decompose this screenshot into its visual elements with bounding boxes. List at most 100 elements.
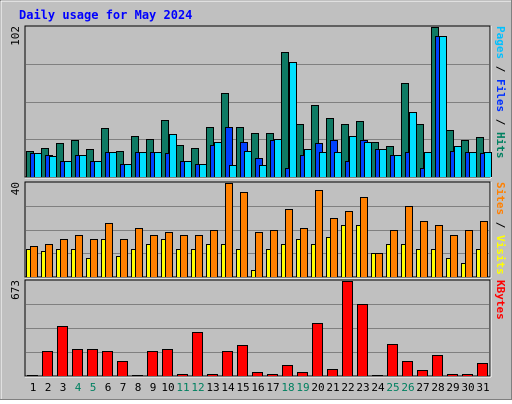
middle-bar-sites (120, 239, 128, 277)
middle-bar-sites (180, 235, 188, 277)
x-tick-label: 20 (311, 381, 324, 394)
top-bar-pages-fill (184, 161, 192, 177)
middle-bar-sites-fill (30, 246, 38, 277)
middle-bar-sites-fill (195, 235, 203, 277)
x-tick-label: 12 (191, 381, 204, 394)
top-bar-pages-fill (289, 62, 297, 177)
bottom-bar-kbytes-fill (72, 349, 83, 376)
bottom-bar-kbytes (357, 304, 368, 376)
top-bar-pages (49, 156, 57, 177)
middle-bar-sites (405, 206, 413, 277)
x-tick-label: 26 (401, 381, 414, 394)
top-bar-pages (319, 152, 327, 177)
top-bar-hits-fill (251, 133, 259, 177)
top-legend-part: / (494, 59, 507, 79)
bottom-bar-kbytes-fill (42, 351, 53, 376)
top-bar-pages-fill (34, 153, 42, 177)
bottom-bar-kbytes (117, 361, 128, 376)
top-bar-pages (469, 152, 477, 177)
middle-bar-sites (480, 221, 488, 277)
x-tick-label: 22 (341, 381, 354, 394)
top-bar-pages-fill (454, 146, 462, 177)
bottom-bar-kbytes (252, 372, 263, 376)
top-bar-pages (409, 112, 417, 177)
top-bar-pages-fill (304, 149, 312, 177)
x-tick-label: 24 (371, 381, 385, 394)
x-tick-label: 27 (416, 381, 429, 394)
top-bar-pages (184, 161, 192, 177)
middle-bar-sites (330, 218, 338, 277)
bottom-bar-kbytes (222, 351, 233, 376)
x-tick-label: 23 (356, 381, 369, 394)
middle-ymax-label: 40 (9, 182, 22, 195)
middle-bar-sites (240, 192, 248, 277)
bottom-bar-kbytes (432, 355, 443, 376)
bottom-bar-kbytes-fill (147, 351, 158, 376)
x-tick-label: 3 (60, 381, 67, 394)
middle-bar-sites-fill (345, 211, 353, 277)
middle-bar-sites-fill (225, 183, 233, 277)
middle-bar-sites-fill (390, 230, 398, 277)
bottom-bar-kbytes-fill (57, 326, 68, 376)
bottom-bar-kbytes-fill (252, 372, 263, 376)
top-bar-pages-fill (439, 36, 447, 177)
top-bar-pages (34, 153, 42, 177)
top-bar-pages (484, 152, 492, 177)
bottom-bar-kbytes (327, 369, 338, 376)
middle-bar-sites (30, 246, 38, 277)
top-bar-pages-fill (394, 155, 402, 177)
middle-bar-sites-fill (465, 230, 473, 277)
top-bar-pages (139, 152, 147, 177)
top-bar-pages (349, 136, 357, 177)
bottom-bar-kbytes (312, 323, 323, 376)
bottom-bar-kbytes (372, 375, 383, 376)
top-bar-hits-fill (281, 52, 289, 177)
middle-bar-sites-fill (435, 225, 443, 277)
middle-legend-label: Sites / Visits (494, 182, 507, 275)
top-legend-part: Hits (494, 132, 507, 159)
bottom-bar-kbytes-fill (387, 344, 398, 376)
top-bar-pages-fill (469, 152, 477, 177)
middle-bar-sites-fill (330, 218, 338, 277)
middle-legend-part: Sites (494, 182, 507, 215)
middle-bar-sites-fill (150, 235, 158, 277)
top-bar-pages-fill (139, 152, 147, 177)
x-tick-label: 15 (236, 381, 249, 394)
bottom-bar-kbytes (267, 374, 278, 376)
middle-bar-sites (60, 239, 68, 277)
top-bar-pages-fill (379, 149, 387, 177)
top-bar-pages (154, 152, 162, 177)
bottom-bar-kbytes (282, 365, 293, 376)
x-tick-label: 31 (476, 381, 489, 394)
top-bar-pages-fill (274, 139, 282, 177)
middle-bar-sites (150, 235, 158, 277)
x-tick-label: 21 (326, 381, 339, 394)
middle-bar-sites-fill (300, 228, 308, 277)
bottom-bar-kbytes-fill (297, 372, 308, 376)
top-bar-pages (424, 152, 432, 177)
bottom-bar-kbytes (72, 349, 83, 376)
top-bar-pages (364, 142, 372, 177)
top-bar-pages-fill (424, 152, 432, 177)
bottom-bar-kbytes-fill (87, 349, 98, 376)
top-bar-pages (439, 36, 447, 177)
bottom-bar-kbytes (27, 375, 38, 376)
x-tick-label: 19 (296, 381, 309, 394)
middle-bar-sites-fill (480, 221, 488, 277)
x-tick-label: 14 (221, 381, 235, 394)
top-bar-pages (244, 151, 252, 177)
bottom-bar-kbytes (417, 370, 428, 376)
bottom-bar-kbytes-fill (402, 361, 413, 376)
top-bar-pages (94, 161, 102, 177)
top-bar-hits-fill (56, 143, 64, 177)
middle-bar-sites (285, 209, 293, 277)
top-bar-pages-fill (94, 161, 102, 177)
middle-bar-sites (270, 230, 278, 277)
top-legend-label: Pages / Files / Hits (494, 26, 507, 159)
middle-bar-sites-fill (360, 197, 368, 277)
middle-bar-sites-fill (165, 232, 173, 277)
top-bar-pages (199, 164, 207, 177)
top-panel: 102 Pages / Files / Hits (9, 25, 507, 179)
bottom-legend-label: KBytes (494, 280, 507, 320)
